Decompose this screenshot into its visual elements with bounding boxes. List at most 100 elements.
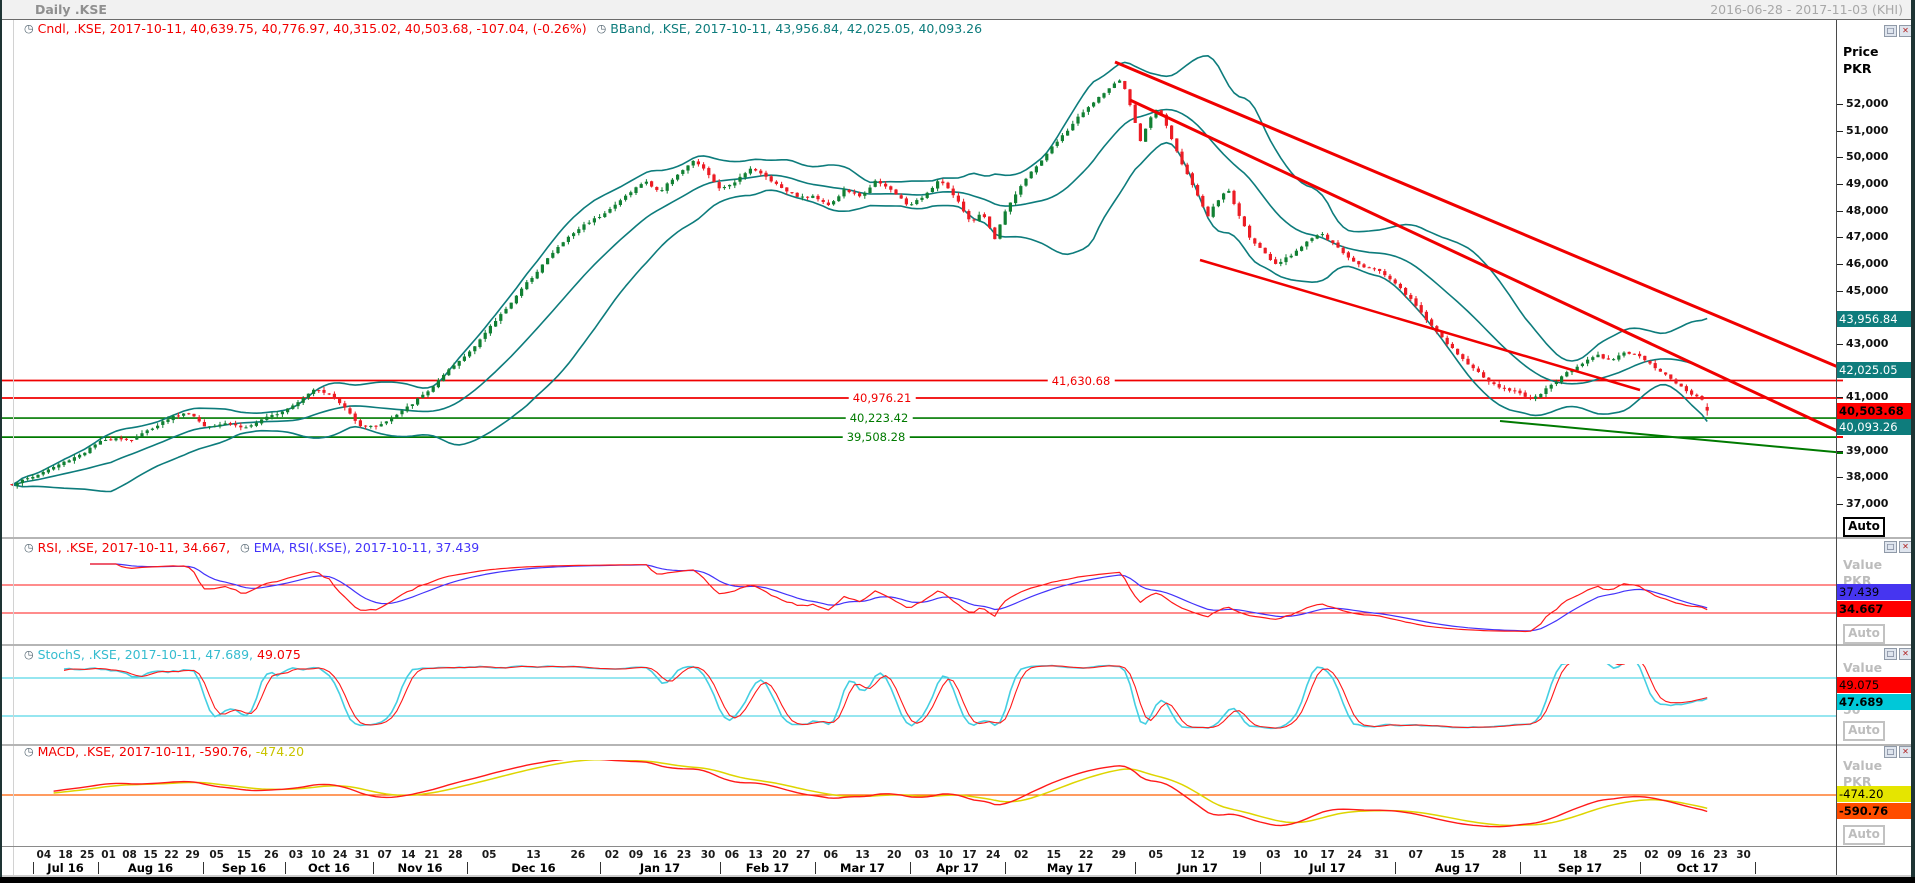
candle-body [488,325,492,334]
stoch-legend: ◷ StochS, .KSE, 2017-10-11, 47.689, 49.0… [24,647,301,662]
legend-candle-series[interactable]: ◷ Cndl, .KSE, 2017-10-11, 40,639.75, 40,… [24,21,587,36]
candle-body [1653,363,1657,369]
bottom-strip [2,875,1911,877]
candle-body [1528,397,1532,399]
rsi-plot-area[interactable] [14,558,1834,643]
legend-bband-text: BBand, .KSE, 2017-10-11, 43,956.84, 42,0… [610,21,983,36]
candle-body [208,426,212,428]
rsi-auto-button[interactable]: Auto [1843,624,1885,644]
candle-body [1414,298,1418,306]
legend-rsi-ema-series[interactable]: ◷ EMA, RSI(.KSE), 2017-10-11, 37.439 [240,540,479,555]
candle-body [31,476,35,479]
rsi-close-icon[interactable]: ✕ [1899,541,1912,553]
candle-body [1320,234,1324,236]
trend-line[interactable] [1199,258,1641,392]
candle-body [494,321,498,327]
candle-body [644,181,648,184]
left-splitter[interactable] [13,19,14,877]
trend-line[interactable] [1114,60,1850,372]
stoch-restore-icon[interactable]: □ [1884,648,1897,660]
candle-body [530,277,534,282]
candle-body [1029,171,1033,179]
candle-body [1305,241,1309,247]
candle-body [161,421,165,425]
rsi-restore-icon[interactable]: □ [1884,541,1897,553]
candle-body [499,314,503,321]
legend-rsi-text: RSI, .KSE, 2017-10-11, 34.667, [37,540,231,555]
candle-body [1622,352,1626,356]
candle-body [1695,394,1699,397]
candle-body [790,192,794,194]
stoch-plot-area[interactable] [14,665,1834,743]
candle-body [1227,190,1231,193]
candle-body [1471,364,1475,369]
candle-body [1097,96,1101,103]
candle-body [1419,305,1423,313]
candle-body [1393,279,1397,284]
clock-icon: ◷ [240,541,250,554]
candle-body [197,417,201,422]
main-restore-icon[interactable]: □ [1884,25,1897,37]
window-edge-left [0,0,2,883]
candle-body [390,418,394,422]
legend-stoch-series[interactable]: ◷ StochS, .KSE, 2017-10-11, 47.689, 49.0… [24,647,301,662]
candle-body [1118,80,1122,83]
panel-divider[interactable] [2,744,1911,746]
panel-divider[interactable] [2,644,1911,646]
candle-body [1627,351,1631,354]
macd-auto-button[interactable]: Auto [1843,825,1885,845]
candle-body [852,192,856,194]
candle-body [977,214,981,221]
candle-body [442,374,446,382]
candle-body [374,425,378,427]
clock-icon: ◷ [24,541,34,554]
stoch-close-icon[interactable]: ✕ [1899,648,1912,660]
candle-body [811,195,815,198]
candle-body [1591,357,1595,360]
macd-restore-icon[interactable]: □ [1884,746,1897,758]
candle-body [98,440,102,445]
candle-body [410,404,414,406]
candle-body [540,264,544,273]
candle-body [733,182,737,186]
axis-divider [2,846,1911,847]
candle-body [873,180,877,187]
candle-body [842,189,846,197]
panel-divider[interactable] [2,537,1911,539]
candle-body [1690,390,1694,395]
candle-body [291,405,295,409]
candle-body [1606,358,1610,360]
legend-stoch-text: StochS, .KSE, 2017-10-11, 47.689, [37,647,254,662]
trend-line[interactable] [1129,98,1850,437]
macd-plot-area[interactable] [14,762,1834,845]
candle-body [353,413,357,421]
candle-body [1268,253,1272,261]
candle-body [551,252,555,258]
main-plot-area[interactable] [14,45,1834,535]
legend-rsi-series[interactable]: ◷ RSI, .KSE, 2017-10-11, 34.667, [24,540,230,555]
candle-body [1008,202,1012,212]
candle-body [884,183,888,187]
candle-body [343,403,347,408]
legend-macd-series[interactable]: ◷ MACD, .KSE, 2017-10-11, -590.76, -474.… [24,744,304,759]
candle-body [566,236,570,243]
series-line [11,54,1708,486]
candle-body [114,438,118,441]
candle-body [655,187,659,190]
price-axis-auto-button[interactable]: Auto [1843,517,1885,537]
candle-body [1440,331,1444,338]
candle-body [150,428,154,430]
stoch-auto-button[interactable]: Auto [1843,721,1885,741]
legend-bband-series[interactable]: ◷ BBand, .KSE, 2017-10-11, 43,956.84, 42… [597,21,983,36]
candle-body [1300,246,1304,251]
candle-body [525,282,529,290]
candle-body [301,398,305,403]
candle-body [878,181,882,184]
candle-body [119,438,123,440]
candle-body [618,200,622,205]
trend-line[interactable] [1499,420,1845,454]
candle-body [124,438,128,440]
candle-body [1523,392,1527,397]
candle-body [587,222,591,224]
series-line [11,141,1708,493]
